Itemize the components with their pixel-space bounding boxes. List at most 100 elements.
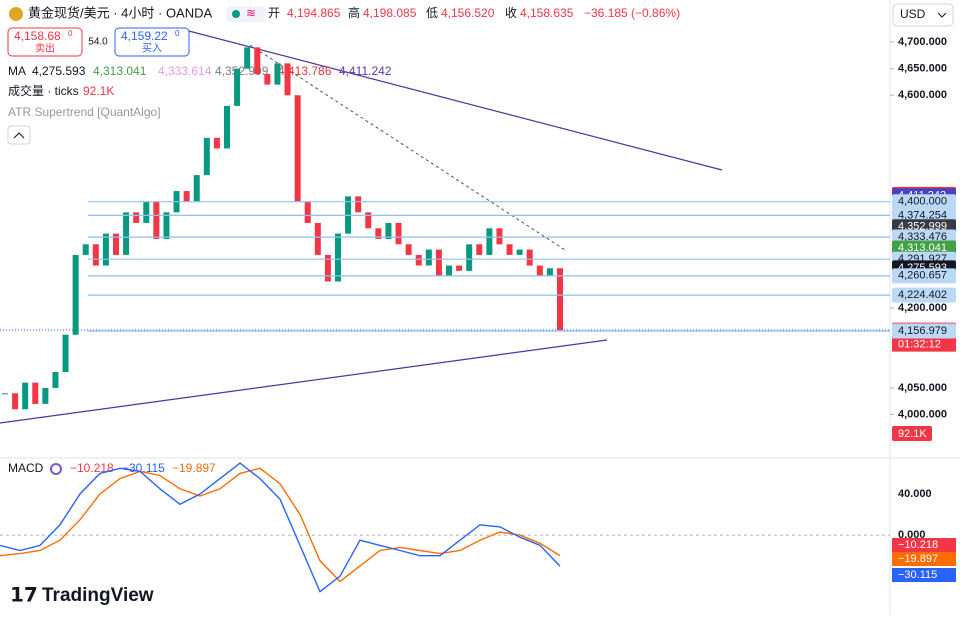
candle [274, 63, 281, 85]
sell-button[interactable] [7, 27, 83, 57]
candle [314, 222, 321, 255]
ma-value: 4,313.041 [93, 64, 147, 78]
sell-label[interactable]: 卖出 [35, 42, 55, 55]
candle [466, 244, 473, 271]
candle [365, 212, 372, 229]
candle [294, 95, 301, 202]
candle [2, 393, 8, 395]
trend-line [184, 29, 723, 171]
candle [123, 212, 130, 255]
volume-label: 成交量 · ticks [8, 83, 79, 98]
volume-value: 92.1K [83, 84, 114, 98]
ma-value: 4,275.593 [32, 64, 86, 78]
price-label: 4,400.000 [898, 196, 947, 208]
market-open-dot [232, 10, 240, 18]
price-label-box [892, 323, 956, 339]
logo-mark: 𝟭𝟳 [10, 584, 38, 606]
candle [254, 47, 261, 74]
trend-line [0, 339, 608, 424]
y-tick-label: 4,050.000 [898, 382, 947, 394]
candle [163, 212, 170, 239]
macd-axis-box [892, 538, 956, 552]
y-tick-label: 4,700.000 [898, 36, 947, 48]
symbol-icon [9, 7, 23, 21]
price-label-box [892, 194, 956, 210]
spread: 54.0 [88, 37, 108, 48]
candle [143, 201, 150, 223]
sell-price-sup[interactable]: 0 [68, 29, 73, 38]
candle [42, 387, 49, 404]
candle [425, 249, 432, 266]
y-tick-label: 4,200.000 [898, 302, 947, 314]
price-label: 4,313.041 [898, 242, 947, 254]
candle [183, 191, 190, 202]
candle [213, 137, 220, 149]
close-value: 4,158.635 [520, 6, 574, 20]
ma-value: 4,411.242 [339, 64, 392, 78]
collapse-button[interactable] [7, 125, 31, 145]
candle [557, 268, 563, 331]
candle [82, 244, 89, 255]
macd-axis-label: −19.897 [898, 553, 938, 565]
candle [304, 201, 311, 223]
symbol: 黄金现货/美元 · 4小时 · OANDA [28, 5, 213, 20]
candle [133, 212, 140, 223]
currency-dropdown[interactable] [892, 3, 954, 27]
volume-axis-label [892, 426, 932, 441]
candle [32, 382, 39, 404]
candle [516, 249, 523, 255]
candle [52, 371, 59, 388]
brand: TradingView [42, 585, 154, 606]
candle [224, 105, 230, 149]
ma-label: MA [8, 64, 26, 78]
macd-line [0, 462, 561, 593]
buy-button[interactable] [114, 27, 190, 57]
open-value: 4,194.865 [287, 6, 341, 20]
buy-label[interactable]: 买入 [142, 43, 162, 55]
macd-label: MACD [8, 461, 44, 475]
macd-line-value: −30.115 [122, 461, 165, 475]
high-value: 4,198.085 [363, 6, 417, 20]
currency[interactable]: USD [900, 7, 926, 21]
candle [264, 73, 271, 85]
candle [193, 175, 200, 202]
sell-price[interactable]: 4,158.68 [14, 29, 61, 43]
candle [476, 244, 483, 255]
flag-icon: ≋ [246, 6, 256, 20]
y-tick-label: 4,600.000 [898, 89, 947, 101]
ma-value: 4,352.999 [215, 64, 269, 78]
candle [234, 68, 241, 106]
macd-signal-line [0, 467, 561, 583]
buy-price-sup[interactable]: 0 [175, 29, 180, 38]
candle [335, 233, 341, 282]
candle [355, 196, 362, 213]
candle [375, 228, 382, 239]
candle [153, 201, 160, 239]
candle [456, 265, 463, 271]
candle [102, 233, 109, 266]
candle [385, 222, 392, 239]
macd-axis-label: −30.115 [898, 569, 937, 581]
candle [526, 249, 533, 266]
price-label: 4,260.657 [898, 270, 947, 282]
candle [546, 268, 553, 277]
candle [486, 228, 493, 255]
candle [92, 244, 99, 266]
buy-price[interactable]: 4,159.22 [121, 29, 168, 43]
y-tick-label: 4,000.000 [898, 408, 947, 420]
candle [446, 265, 452, 277]
macd-axis-box [892, 568, 956, 582]
price-label: 4,374.254 [898, 209, 947, 221]
macd-hist-value: −10.218 [70, 461, 114, 475]
collapse-icon [13, 132, 25, 139]
candle [324, 254, 331, 282]
low-label: 低 [426, 6, 438, 20]
candle [22, 382, 29, 410]
volume-axis-value: 92.1K [898, 428, 927, 440]
price-label: 4,224.402 [898, 289, 947, 301]
macd-axis-box [892, 552, 956, 566]
candle [113, 233, 119, 255]
macd-tick-label: 40.000 [898, 488, 932, 500]
change-value: −36.185 (−0.86%) [584, 6, 680, 20]
